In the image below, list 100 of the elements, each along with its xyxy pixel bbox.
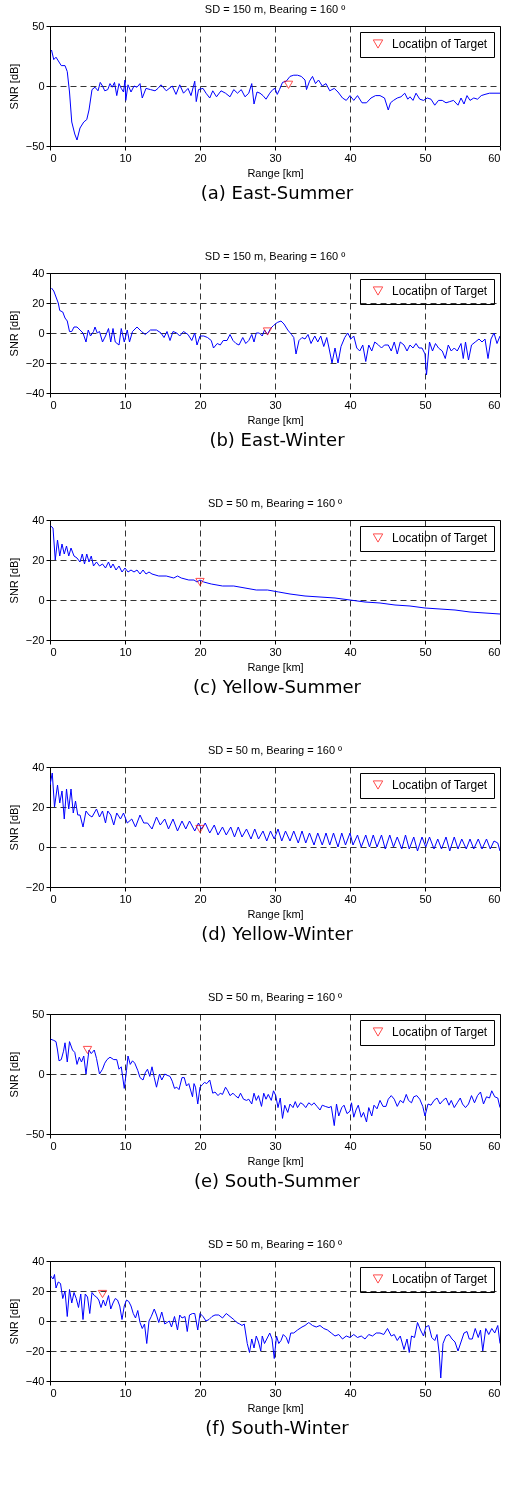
x-tick-label: 60 xyxy=(488,645,501,658)
x-tick-label: 40 xyxy=(344,1386,357,1399)
x-tick-label: 60 xyxy=(488,892,501,905)
y-tick-label: 0 xyxy=(38,840,45,853)
x-tick-label: 40 xyxy=(344,151,357,164)
x-tick-label: 50 xyxy=(419,645,432,658)
legend-label: Location of Target xyxy=(392,778,488,792)
text: (e) South-Summer xyxy=(193,1170,361,1191)
chart-title: SD = 50 m, Bearing = 160 º xyxy=(207,991,343,1003)
y-tick-label: −50 xyxy=(25,1127,45,1140)
y-tick-label: 40 xyxy=(32,760,45,773)
x-tick-label: 20 xyxy=(194,1386,207,1399)
y-axis-title: SNR [dB] xyxy=(7,310,20,357)
y-tick-label: 40 xyxy=(32,1254,45,1267)
chart-title: SD = 50 m, Bearing = 160 º xyxy=(207,497,343,509)
y-tick-label: 50 xyxy=(32,1007,45,1020)
chart-title: SD = 150 m, Bearing = 160 º xyxy=(204,3,346,15)
x-tick-label: 0 xyxy=(50,892,57,905)
x-tick-label: 50 xyxy=(419,151,432,164)
x-tick-label: 10 xyxy=(119,1386,132,1399)
x-tick-label: 10 xyxy=(119,398,132,411)
x-tick-label: 60 xyxy=(488,398,501,411)
x-tick-label: 0 xyxy=(50,645,57,658)
legend-label: Location of Target xyxy=(392,531,488,545)
x-tick-label: 20 xyxy=(194,398,207,411)
y-tick-label: 0 xyxy=(38,326,45,339)
y-axis-title: SNR [dB] xyxy=(7,557,20,604)
x-tick-label: 30 xyxy=(269,398,282,411)
y-tick-label: −20 xyxy=(25,880,45,893)
y-tick-label: 0 xyxy=(38,79,45,92)
x-tick-label: 40 xyxy=(344,645,357,658)
x-tick-label: 30 xyxy=(269,645,282,658)
x-tick-label: 40 xyxy=(344,892,357,905)
x-tick-label: 0 xyxy=(50,398,57,411)
text: (a) East-Summer xyxy=(199,182,355,203)
x-tick-label: 20 xyxy=(194,892,207,905)
line-series xyxy=(50,1038,500,1127)
y-axis-title: SNR [dB] xyxy=(7,1298,20,1345)
line-series xyxy=(50,525,500,615)
y-tick-label: −20 xyxy=(25,356,45,369)
legend-label: Location of Target xyxy=(392,284,488,298)
x-axis-title: Range [km] xyxy=(247,1401,304,1414)
x-tick-label: 0 xyxy=(50,1386,57,1399)
y-tick-label: 40 xyxy=(32,266,45,279)
y-tick-label: 20 xyxy=(32,1284,45,1297)
y-tick-label: 0 xyxy=(38,1314,45,1327)
x-tick-label: 30 xyxy=(269,1386,282,1399)
x-tick-label: 50 xyxy=(419,892,432,905)
y-axis-title: SNR [dB] xyxy=(7,63,20,110)
x-tick-label: 50 xyxy=(419,398,432,411)
x-tick-label: 20 xyxy=(194,1139,207,1152)
x-axis-title: Range [km] xyxy=(247,907,304,920)
y-tick-label: −20 xyxy=(25,1344,45,1357)
x-tick-label: 40 xyxy=(344,398,357,411)
x-tick-label: 60 xyxy=(488,1139,501,1152)
legend-label: Location of Target xyxy=(392,1272,488,1286)
legend-label: Location of Target xyxy=(392,37,488,51)
x-tick-label: 30 xyxy=(269,1139,282,1152)
x-axis-title: Range [km] xyxy=(247,166,304,179)
y-tick-label: 40 xyxy=(32,513,45,526)
line-series xyxy=(51,49,500,141)
y-tick-label: −20 xyxy=(25,633,45,646)
line-series xyxy=(51,287,500,376)
legend-label: Location of Target xyxy=(392,1025,488,1039)
text: (d) Yellow-Winter xyxy=(200,923,354,944)
x-tick-label: 50 xyxy=(419,1386,432,1399)
x-tick-label: 40 xyxy=(344,1139,357,1152)
y-axis-title: SNR [dB] xyxy=(7,1051,20,1098)
line-series xyxy=(50,772,500,852)
y-tick-label: 20 xyxy=(32,553,45,566)
y-tick-label: −40 xyxy=(25,386,45,399)
text: (b) East-Winter xyxy=(208,429,346,450)
x-tick-label: 0 xyxy=(50,1139,57,1152)
x-tick-label: 10 xyxy=(119,645,132,658)
y-tick-label: −50 xyxy=(25,139,45,152)
text: (f) South-Winter xyxy=(204,1417,350,1438)
x-axis-title: Range [km] xyxy=(247,1154,304,1167)
x-tick-label: 30 xyxy=(269,892,282,905)
x-axis-title: Range [km] xyxy=(247,660,304,673)
line-series xyxy=(50,1274,500,1379)
x-tick-label: 60 xyxy=(488,1386,501,1399)
x-tick-label: 60 xyxy=(488,151,501,164)
x-tick-label: 20 xyxy=(194,151,207,164)
x-tick-label: 0 xyxy=(50,151,57,164)
y-tick-label: −40 xyxy=(25,1374,45,1387)
chart-title: SD = 50 m, Bearing = 160 º xyxy=(207,1238,343,1250)
y-tick-label: 0 xyxy=(38,1067,45,1080)
y-tick-label: 0 xyxy=(38,593,45,606)
x-tick-label: 10 xyxy=(119,1139,132,1152)
x-axis-title: Range [km] xyxy=(247,413,304,426)
y-tick-label: 50 xyxy=(32,19,45,32)
chart-title: SD = 50 m, Bearing = 160 º xyxy=(207,744,343,756)
x-tick-label: 30 xyxy=(269,151,282,164)
y-tick-label: 20 xyxy=(32,800,45,813)
y-tick-label: 20 xyxy=(32,296,45,309)
text: (c) Yellow-Summer xyxy=(192,676,362,697)
chart-title: SD = 150 m, Bearing = 160 º xyxy=(204,250,346,262)
y-axis-title: SNR [dB] xyxy=(7,804,20,851)
x-tick-label: 20 xyxy=(194,645,207,658)
x-tick-label: 10 xyxy=(119,892,132,905)
